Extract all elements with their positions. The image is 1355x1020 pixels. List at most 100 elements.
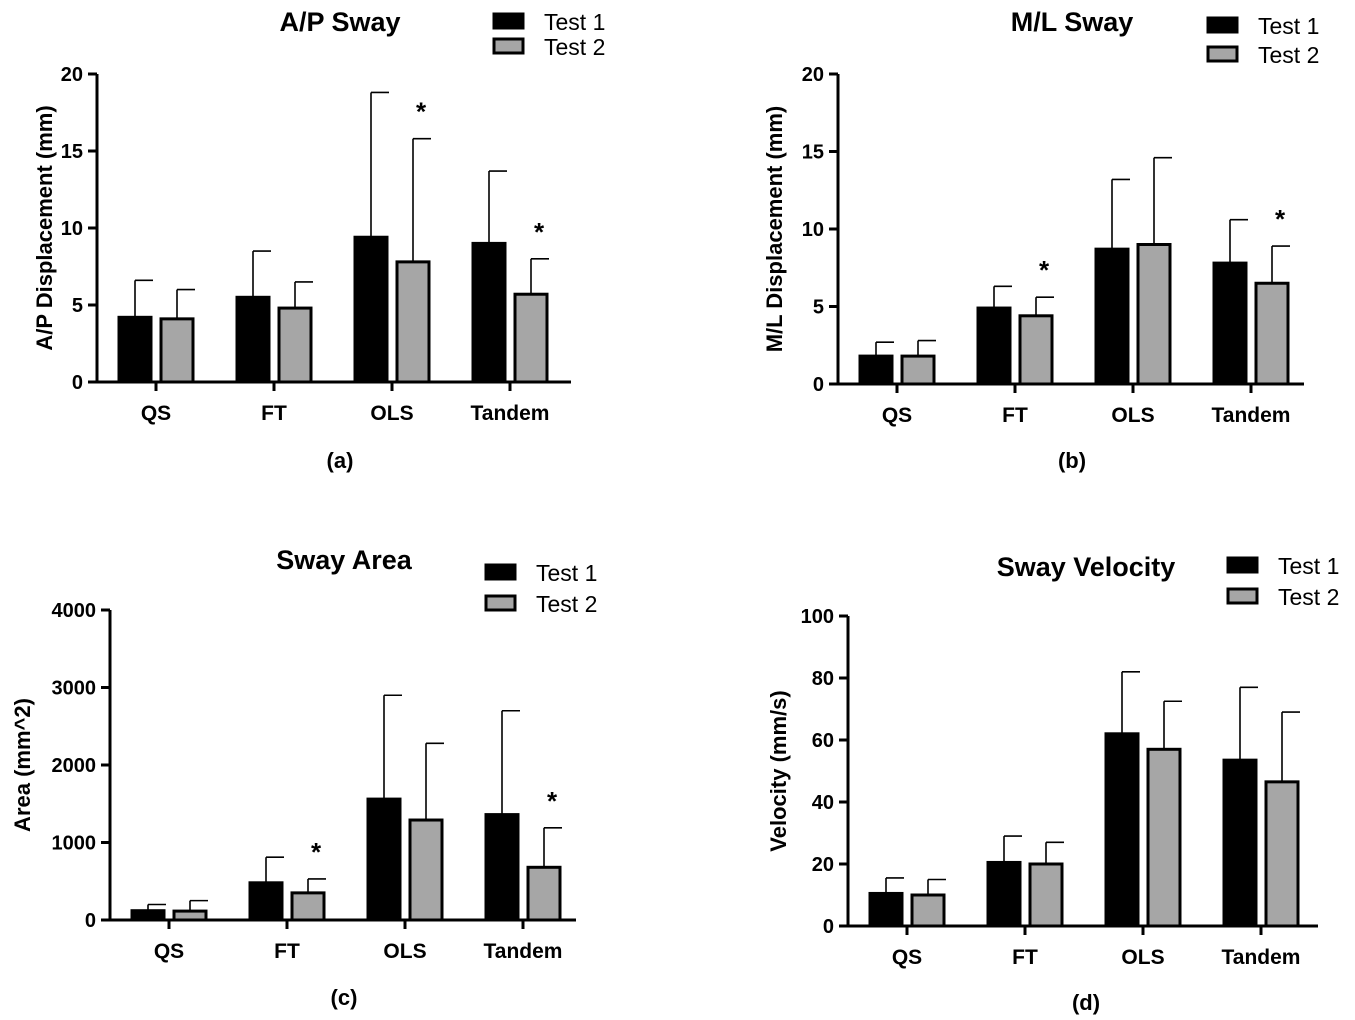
bar bbox=[1222, 758, 1258, 928]
y-tick-label: 0 bbox=[85, 910, 96, 932]
x-category-label: OLS bbox=[1111, 404, 1154, 427]
significance-marker: * bbox=[534, 217, 545, 247]
x-category-label: QS bbox=[882, 404, 912, 427]
legend-swatch bbox=[1226, 556, 1259, 574]
panel-label: (d) bbox=[1072, 990, 1100, 1015]
panel-label: (c) bbox=[331, 985, 358, 1010]
bar bbox=[395, 260, 431, 384]
bar bbox=[1146, 747, 1182, 928]
panel-label: (b) bbox=[1058, 448, 1086, 473]
chart-panel-4: Sway Velocity 0 20 40 60 80 100 Velocity (mm/s)… bbox=[766, 552, 1339, 1015]
x-category-label: QS bbox=[154, 940, 184, 963]
y-tick-label: 80 bbox=[812, 668, 834, 690]
x-category-label: OLS bbox=[383, 940, 426, 963]
bar bbox=[117, 315, 153, 384]
y-tick-label: 15 bbox=[802, 142, 824, 164]
x-category-label: Tandem bbox=[484, 940, 563, 963]
legend-label: Test 2 bbox=[536, 591, 597, 617]
y-tick-label: 20 bbox=[812, 854, 834, 876]
significance-marker: * bbox=[311, 837, 322, 867]
significance-marker: * bbox=[547, 786, 558, 816]
bar bbox=[277, 306, 313, 384]
x-category-label: QS bbox=[892, 946, 922, 969]
y-tick-label: 0 bbox=[72, 372, 83, 394]
y-tick-label: 20 bbox=[802, 64, 824, 86]
chart-title: M/L Sway bbox=[1011, 7, 1134, 37]
x-category-label: Tandem bbox=[1222, 946, 1301, 969]
legend-label: Test 2 bbox=[1258, 42, 1319, 68]
chart-panel-2: M/L Sway 0 5 10 15 20 M/L Displacement (mm) QS F… bbox=[762, 7, 1319, 473]
legend-label: Test 1 bbox=[544, 9, 605, 35]
panel-label: (a) bbox=[327, 448, 354, 473]
x-category-label: OLS bbox=[1121, 946, 1164, 969]
y-tick-label: 2000 bbox=[52, 755, 97, 777]
legend-swatch bbox=[1226, 587, 1259, 605]
legend-label: Test 2 bbox=[1278, 584, 1339, 610]
bar bbox=[513, 292, 549, 384]
y-axis-label: M/L Displacement (mm) bbox=[762, 106, 787, 353]
x-category-label: OLS bbox=[370, 402, 413, 425]
bar bbox=[1212, 261, 1248, 386]
legend-swatch bbox=[484, 594, 517, 612]
bar bbox=[353, 235, 389, 384]
legend-swatch bbox=[1206, 16, 1239, 34]
bar bbox=[290, 891, 326, 922]
bar bbox=[1254, 281, 1290, 386]
significance-marker: * bbox=[1275, 204, 1286, 234]
x-category-label: FT bbox=[274, 940, 300, 963]
y-tick-label: 40 bbox=[812, 792, 834, 814]
y-tick-label: 1000 bbox=[52, 833, 97, 855]
bar bbox=[986, 860, 1022, 928]
bar bbox=[248, 881, 284, 922]
bar bbox=[471, 241, 507, 384]
y-tick-label: 60 bbox=[812, 730, 834, 752]
bar bbox=[1094, 247, 1130, 386]
chart-title: A/P Sway bbox=[279, 7, 400, 37]
y-axis-label: Area (mm^2) bbox=[10, 698, 35, 832]
bar bbox=[1028, 862, 1064, 928]
bar bbox=[1018, 314, 1054, 386]
legend-label: Test 1 bbox=[1278, 553, 1339, 579]
y-tick-label: 20 bbox=[61, 64, 83, 86]
y-axis-label: A/P Displacement (mm) bbox=[32, 105, 57, 350]
bar bbox=[235, 295, 271, 384]
x-category-label: Tandem bbox=[471, 402, 550, 425]
bar bbox=[159, 317, 195, 384]
x-category-label: Tandem bbox=[1212, 404, 1291, 427]
bar bbox=[366, 797, 402, 922]
significance-marker: * bbox=[416, 97, 427, 127]
y-tick-label: 5 bbox=[72, 295, 83, 317]
chart-title: Sway Area bbox=[276, 545, 413, 575]
significance-marker: * bbox=[1039, 255, 1050, 285]
chart-panel-3: Sway Area 0 1000 2000 3000 4000 Area (mm^2) QS F… bbox=[10, 545, 597, 1010]
y-tick-label: 0 bbox=[823, 916, 834, 938]
y-axis-label: Velocity (mm/s) bbox=[766, 690, 791, 851]
bar bbox=[1104, 732, 1140, 928]
x-category-label: FT bbox=[261, 402, 287, 425]
bar bbox=[130, 909, 166, 922]
legend-swatch bbox=[492, 12, 525, 30]
legend-label: Test 1 bbox=[536, 560, 597, 586]
bar bbox=[526, 865, 562, 922]
bar bbox=[976, 306, 1012, 386]
y-tick-label: 100 bbox=[801, 606, 834, 628]
x-category-label: QS bbox=[141, 402, 171, 425]
chart-title: Sway Velocity bbox=[997, 552, 1176, 582]
legend-label: Test 2 bbox=[544, 34, 605, 60]
y-tick-label: 5 bbox=[813, 297, 824, 319]
legend-swatch bbox=[492, 37, 525, 55]
bar bbox=[858, 354, 894, 386]
legend-label: Test 1 bbox=[1258, 13, 1319, 39]
bar bbox=[1264, 780, 1300, 928]
bar bbox=[910, 893, 946, 928]
y-tick-label: 15 bbox=[61, 141, 83, 163]
y-tick-label: 10 bbox=[61, 218, 83, 240]
legend-swatch bbox=[484, 563, 517, 581]
chart-panel-1: A/P Sway 0 5 10 15 20A/P Displacement (mm) QS F… bbox=[32, 7, 605, 473]
y-tick-label: 0 bbox=[813, 374, 824, 396]
bar bbox=[868, 891, 904, 928]
bar bbox=[1136, 243, 1172, 386]
x-category-label: FT bbox=[1002, 404, 1028, 427]
y-tick-label: 10 bbox=[802, 219, 824, 241]
